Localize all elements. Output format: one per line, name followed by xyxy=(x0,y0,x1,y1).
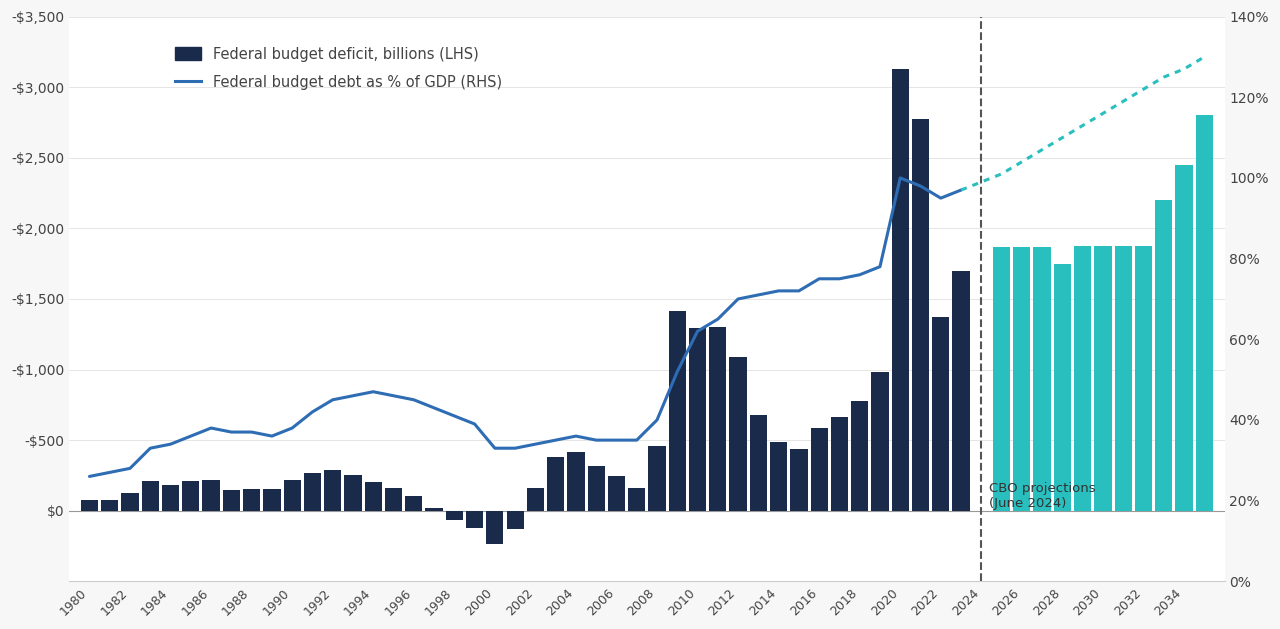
Bar xyxy=(527,488,544,511)
Bar xyxy=(1155,200,1172,511)
Bar xyxy=(81,500,99,511)
Legend: Federal budget deficit, billions (LHS), Federal budget debt as % of GDP (RHS): Federal budget deficit, billions (LHS), … xyxy=(169,41,508,96)
Bar xyxy=(122,493,138,511)
Bar xyxy=(730,357,746,511)
Bar xyxy=(750,415,767,511)
Bar xyxy=(507,511,524,529)
Bar xyxy=(831,416,849,511)
Bar xyxy=(284,479,301,511)
Bar xyxy=(445,511,463,520)
Bar xyxy=(406,496,422,511)
Bar xyxy=(243,489,260,511)
Bar xyxy=(1053,264,1071,511)
Bar xyxy=(649,446,666,511)
Bar xyxy=(911,119,929,511)
Bar xyxy=(1014,247,1030,511)
Bar xyxy=(1135,246,1152,511)
Bar xyxy=(385,487,402,511)
Bar xyxy=(668,311,686,511)
Bar xyxy=(771,442,787,511)
Bar xyxy=(365,482,381,511)
Bar xyxy=(202,479,220,511)
Bar xyxy=(264,489,280,511)
Bar xyxy=(1094,246,1111,511)
Bar xyxy=(223,489,239,511)
Bar xyxy=(567,452,585,511)
Bar xyxy=(709,327,727,511)
Bar xyxy=(163,484,179,511)
Bar xyxy=(872,372,888,511)
Bar xyxy=(101,499,118,511)
Bar xyxy=(608,476,625,511)
Bar xyxy=(344,475,361,511)
Bar xyxy=(142,481,159,511)
Bar xyxy=(547,457,564,511)
Bar xyxy=(993,247,1010,511)
Bar xyxy=(1196,116,1213,511)
Text: CBO projections
(June 2024): CBO projections (June 2024) xyxy=(989,482,1096,511)
Bar xyxy=(303,473,321,511)
Bar xyxy=(1074,246,1092,511)
Bar xyxy=(466,511,484,528)
Bar xyxy=(810,428,828,511)
Bar xyxy=(628,488,645,511)
Bar xyxy=(892,69,909,511)
Bar xyxy=(790,449,808,511)
Bar xyxy=(851,401,868,511)
Bar xyxy=(952,272,970,511)
Bar xyxy=(324,470,342,511)
Bar xyxy=(425,508,443,511)
Bar xyxy=(689,328,707,511)
Bar xyxy=(1175,165,1193,511)
Bar xyxy=(588,465,605,511)
Bar xyxy=(1033,247,1051,511)
Bar xyxy=(486,511,503,544)
Bar xyxy=(182,481,200,511)
Bar xyxy=(1115,246,1132,511)
Bar xyxy=(932,316,950,511)
